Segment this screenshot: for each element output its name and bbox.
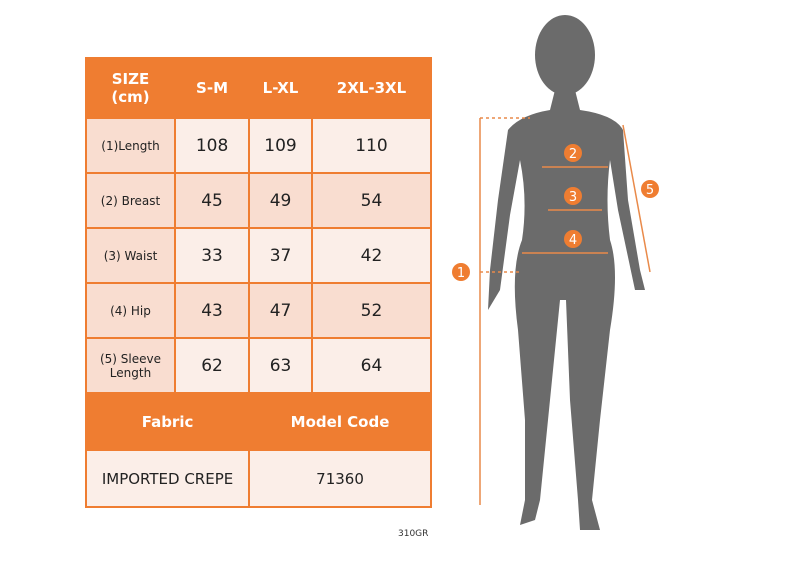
- table-row: (1)Length 108 109 110: [85, 117, 433, 174]
- row-label: (2) Breast: [85, 172, 176, 229]
- row-label: (4) Hip: [85, 282, 176, 339]
- table-row: (2) Breast 45 49 54: [85, 172, 433, 229]
- header-row: SIZE (cm) S-M L-XL 2XL-3XL: [85, 57, 433, 119]
- size-value: 42: [310, 227, 433, 284]
- marker-1: 1: [457, 266, 465, 281]
- fabric-label: Fabric: [84, 392, 251, 451]
- model-code-label: Model Code: [248, 392, 432, 451]
- silhouette: [488, 15, 645, 530]
- size-value: 45: [173, 172, 251, 229]
- size-value: 62: [173, 337, 251, 394]
- marker-2: 2: [569, 147, 577, 162]
- row-label: (3) Waist: [85, 227, 176, 284]
- size-value: 49: [248, 172, 313, 229]
- row-label: (5) Sleeve Length: [85, 337, 176, 394]
- size-value: 33: [173, 227, 251, 284]
- fabric-value-row: IMPORTED CREPE 71360: [84, 449, 432, 508]
- size-chart-table: SIZE (cm) S-M L-XL 2XL-3XL (1)Length 108 10…: [84, 57, 433, 508]
- size-value: 63: [248, 337, 313, 394]
- size-value: 110: [310, 117, 433, 174]
- header-l-xl: L-XL: [248, 57, 313, 119]
- size-label: SIZE: [111, 70, 150, 88]
- marker-3: 3: [569, 190, 577, 205]
- model-code-value: 71360: [248, 449, 432, 508]
- header-s-m: S-M: [173, 57, 251, 119]
- table-row: (4) Hip 43 47 52: [85, 282, 433, 339]
- table-row: (5) Sleeve Length 62 63 64: [85, 337, 433, 394]
- unit-label: (cm): [111, 88, 150, 106]
- measure-lines: [479, 117, 651, 505]
- size-value: 52: [310, 282, 433, 339]
- size-value: 43: [173, 282, 251, 339]
- body-silhouette-figure: 1 2 3 4 5: [452, 15, 659, 530]
- product-code: 310GR: [398, 529, 429, 539]
- marker-4: 4: [569, 233, 577, 248]
- size-value: 64: [310, 337, 433, 394]
- marker-5: 5: [646, 183, 654, 198]
- row-label: (1)Length: [85, 117, 176, 174]
- size-value: 54: [310, 172, 433, 229]
- table-row: (3) Waist 33 37 42: [85, 227, 433, 284]
- size-value: 47: [248, 282, 313, 339]
- size-value: 37: [248, 227, 313, 284]
- fabric-header-row: Fabric Model Code: [84, 392, 432, 451]
- fabric-value: IMPORTED CREPE: [84, 449, 251, 508]
- header-2xl-3xl: 2XL-3XL: [310, 57, 433, 119]
- size-value: 108: [173, 117, 251, 174]
- measure-markers: 1 2 3 4 5: [452, 144, 659, 281]
- header-size: SIZE (cm): [85, 57, 176, 119]
- size-value: 109: [248, 117, 313, 174]
